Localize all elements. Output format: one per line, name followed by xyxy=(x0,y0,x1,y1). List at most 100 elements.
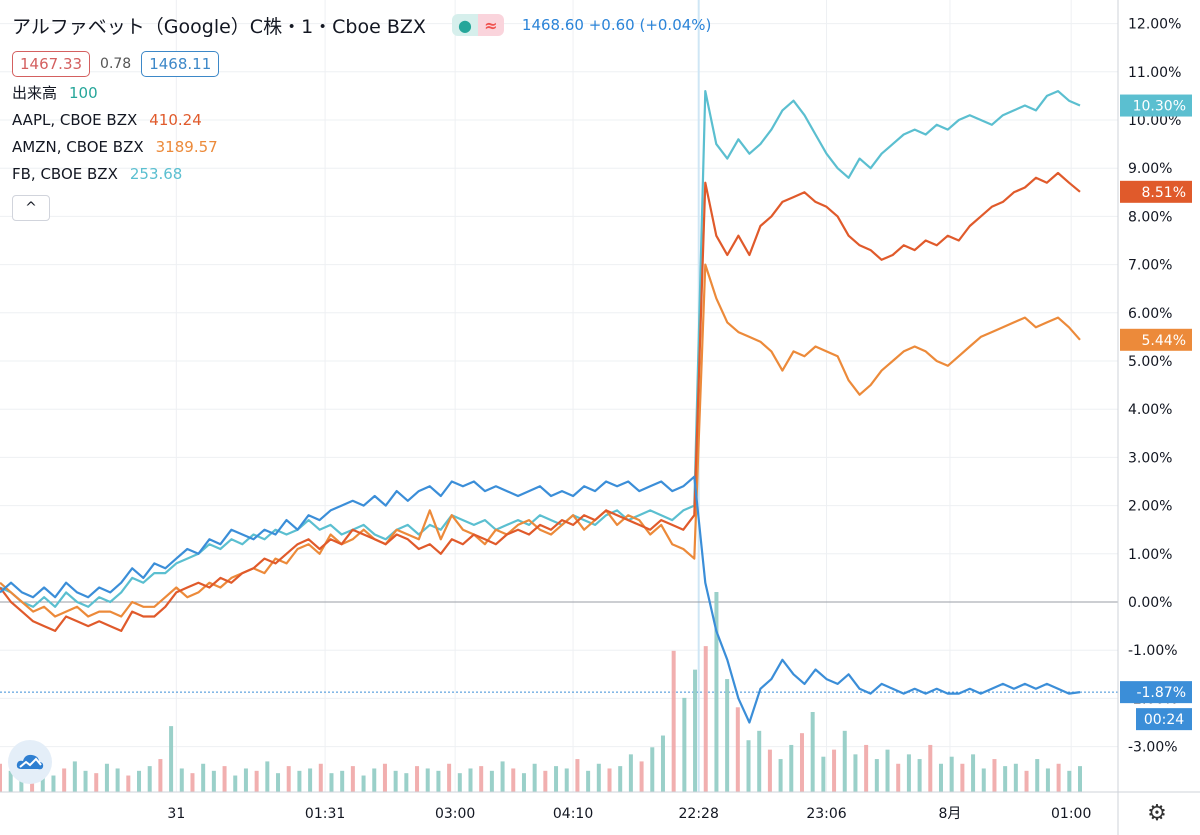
cloud-logo-icon[interactable] xyxy=(8,740,52,784)
volume-bar xyxy=(115,768,120,792)
volume-bar xyxy=(62,768,67,792)
volume-bar xyxy=(960,763,965,792)
volume-bar xyxy=(104,763,109,792)
volume-bar xyxy=(799,733,804,792)
volume-bar xyxy=(318,763,323,792)
y-tick-label: 3.00% xyxy=(1128,450,1172,466)
x-tick-label: 31 xyxy=(167,806,185,822)
volume-bar xyxy=(596,763,601,792)
y-tick-label: 6.00% xyxy=(1128,306,1172,322)
legend-volume[interactable]: 出来高 100 xyxy=(12,79,711,106)
legend-item-value: 3189.57 xyxy=(155,137,218,156)
y-tick-label: 12.00% xyxy=(1128,17,1181,33)
countdown-bg xyxy=(1136,708,1192,731)
legend-item-fb[interactable]: FB, CBOE BZX 253.68 xyxy=(12,160,711,187)
volume-bar xyxy=(1045,768,1050,792)
legend-item-value: 253.68 xyxy=(129,164,183,183)
volume-bar xyxy=(725,679,730,792)
volume-bar xyxy=(917,759,922,792)
volume-bar xyxy=(372,768,377,792)
volume-bar xyxy=(1024,770,1029,792)
volume-bar xyxy=(415,766,420,792)
volume-bar xyxy=(297,770,302,792)
y-tick-label: 7.00% xyxy=(1128,258,1172,274)
volume-bar xyxy=(511,768,516,792)
volume-bar xyxy=(479,766,484,792)
volume-bar xyxy=(169,726,174,792)
volume-bar xyxy=(682,697,687,792)
gear-icon[interactable]: ⚙ xyxy=(1147,800,1167,826)
collapse-legend-button[interactable]: ^ xyxy=(12,195,50,221)
volume-bar xyxy=(51,775,56,792)
volume-bar xyxy=(1035,759,1040,792)
volume-bar xyxy=(693,669,698,792)
price-label-bg xyxy=(1120,94,1192,117)
x-tick-label: 22:28 xyxy=(679,806,719,822)
legend-item-value: 410.24 xyxy=(149,110,202,129)
volume-bar xyxy=(703,646,708,792)
volume-bar xyxy=(0,763,2,792)
y-tick-label: -1.00% xyxy=(1128,643,1178,659)
volume-bar xyxy=(810,712,815,792)
series-line[interactable] xyxy=(0,263,1081,618)
volume-bar xyxy=(735,707,740,792)
last-price-display: 1468.60 +0.60 (+0.04%) xyxy=(522,16,711,34)
volume-bar xyxy=(447,763,452,792)
volume-bar xyxy=(575,759,580,792)
volume-bar xyxy=(778,759,783,792)
x-tick-label: 03:00 xyxy=(435,806,475,822)
volume-bar xyxy=(896,763,901,792)
buy-price-button[interactable]: 1468.11 xyxy=(141,51,220,77)
dot-icon[interactable]: ● xyxy=(451,14,478,36)
volume-bar xyxy=(393,770,398,792)
volume-bar xyxy=(821,756,826,792)
y-tick-label: 9.00% xyxy=(1128,161,1172,177)
volume-bar xyxy=(628,754,633,792)
volume-bar xyxy=(201,763,206,792)
legend-item-label: AAPL, CBOE BZX xyxy=(12,110,138,129)
volume-bar xyxy=(382,763,387,792)
volume-bar xyxy=(1067,770,1072,792)
series-line[interactable] xyxy=(0,171,1081,633)
volume-bar xyxy=(265,761,270,792)
volume-bar xyxy=(233,775,238,792)
volume-bar xyxy=(147,766,152,792)
volume-bar xyxy=(1056,763,1061,792)
x-tick-label: 01:00 xyxy=(1051,806,1091,822)
legend-item-amzn[interactable]: AMZN, CBOE BZX 3189.57 xyxy=(12,133,711,160)
volume-bar xyxy=(276,773,281,792)
series-line[interactable] xyxy=(0,89,1081,608)
legend-item-label: AMZN, CBOE BZX xyxy=(12,137,144,156)
volume-bar xyxy=(660,735,665,792)
series-line[interactable] xyxy=(0,475,1081,724)
volume-bar xyxy=(8,770,13,792)
spread-value: 0.78 xyxy=(100,56,132,72)
bid-ask-row: 1467.33 0.78 1468.11 xyxy=(12,49,711,79)
volume-bar xyxy=(564,768,569,792)
volume-bar xyxy=(757,730,762,792)
volume-bar xyxy=(158,759,163,792)
volume-bar xyxy=(618,766,623,792)
legend-item-aapl[interactable]: AAPL, CBOE BZX 410.24 xyxy=(12,106,711,133)
volume-bar xyxy=(1078,766,1082,792)
symbol-title[interactable]: アルファベット（Google）C株・1・Cboe BZX xyxy=(12,15,426,38)
volume-bar xyxy=(554,766,559,792)
price-label: 5.44% xyxy=(1142,333,1186,349)
price-label-bg xyxy=(1120,328,1192,351)
volume-bar xyxy=(767,749,772,792)
price-label: 10.30% xyxy=(1133,99,1186,115)
volume-bar xyxy=(992,759,997,792)
volume-bar xyxy=(436,770,441,792)
volume-bar xyxy=(340,770,345,792)
volume-bar xyxy=(832,749,837,792)
volume-bar xyxy=(650,747,655,792)
volume-bar xyxy=(83,770,88,792)
volume-bar xyxy=(72,761,77,792)
sell-price-button[interactable]: 1467.33 xyxy=(12,51,91,77)
y-tick-label: 10.00% xyxy=(1128,113,1181,129)
approx-icon[interactable]: ≈ xyxy=(477,14,504,36)
volume-bar xyxy=(489,770,494,792)
volume-bar xyxy=(190,773,195,792)
volume-bar xyxy=(532,763,537,792)
